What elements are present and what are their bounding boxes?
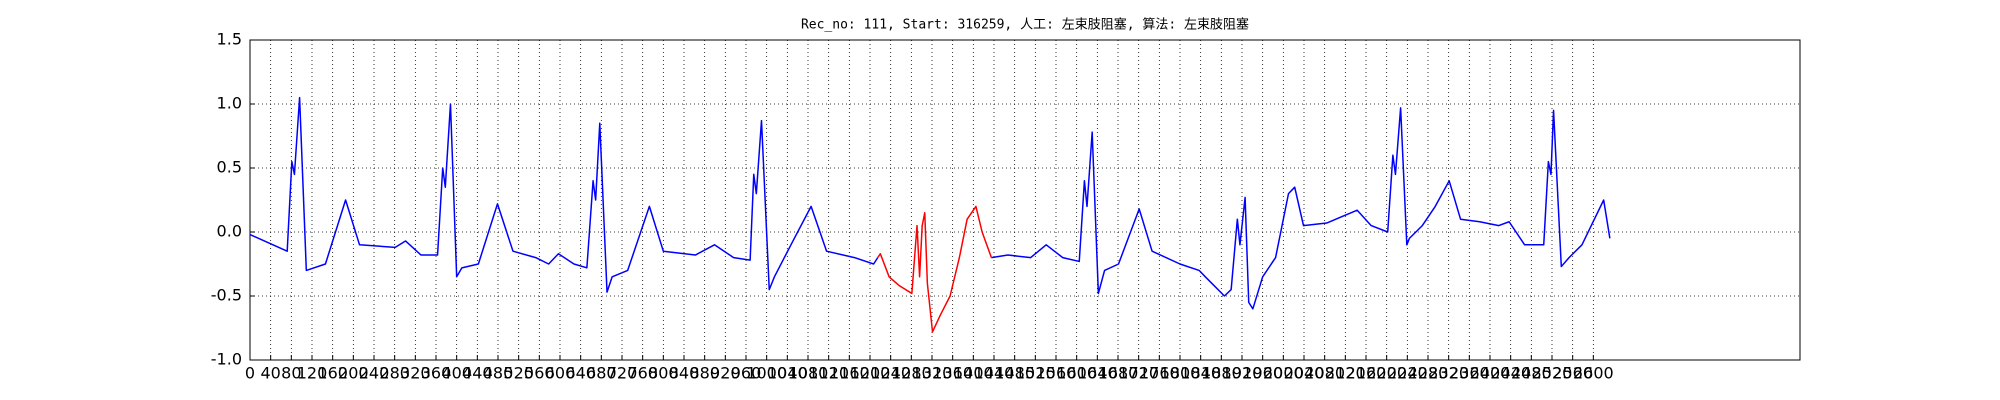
- x-tick-label: 1920: [1222, 364, 1263, 383]
- x-tick-label: 40: [260, 364, 280, 383]
- x-tick-label: 2600: [1573, 364, 1614, 383]
- x-tick-label: 2360: [1449, 364, 1490, 383]
- x-tick-label: 200: [338, 364, 369, 383]
- x-tick-label: 1240: [870, 364, 911, 383]
- ecg-line: [249, 96, 1611, 310]
- y-tick-label: -0.5: [211, 286, 242, 305]
- x-tick-label: 1840: [1180, 364, 1221, 383]
- x-tick-label: 880: [689, 364, 720, 383]
- x-tick-label: 1120: [808, 364, 849, 383]
- x-tick-label: 1160: [829, 364, 870, 383]
- y-tick-label: 1.0: [217, 94, 242, 113]
- x-tick-label: 2160: [1346, 364, 1387, 383]
- y-tick-label: 0.5: [217, 158, 242, 177]
- x-tick-label: 640: [565, 364, 596, 383]
- x-tick-label: 280: [379, 364, 410, 383]
- x-tick-label: 2280: [1408, 364, 1449, 383]
- x-tick-label: 1720: [1118, 364, 1159, 383]
- x-tick-label: 560: [524, 364, 555, 383]
- x-tick-label: 80: [281, 364, 301, 383]
- x-tick-label: 2400: [1470, 364, 1511, 383]
- x-tick-label: 2480: [1511, 364, 1552, 383]
- chart-title: Rec_no: 111, Start: 316259, 人工: 左束肢阻塞, 算…: [801, 17, 1249, 33]
- ecg-line: [877, 205, 993, 333]
- x-tick-label: 2040: [1284, 364, 1325, 383]
- y-tick-label: 1.5: [217, 30, 242, 49]
- x-tick-label: 1080: [788, 364, 829, 383]
- x-tick-label: 840: [669, 364, 700, 383]
- x-tick-label: 120: [297, 364, 328, 383]
- x-tick-label: 1640: [1077, 364, 1118, 383]
- x-tick-label: 1480: [994, 364, 1035, 383]
- x-tick-label: 1400: [953, 364, 994, 383]
- x-tick-label: 920: [710, 364, 741, 383]
- x-tick-label: 2120: [1325, 364, 1366, 383]
- x-tick-label: 600: [545, 364, 576, 383]
- y-tick-label: -1.0: [211, 350, 242, 369]
- x-tick-label: 1360: [932, 364, 973, 383]
- x-tick-label: 400: [441, 364, 472, 383]
- x-tick-label: 320: [400, 364, 431, 383]
- plot-frame: [249, 39, 1801, 361]
- x-tick-label: 1040: [767, 364, 808, 383]
- x-tick-label: 1960: [1242, 364, 1283, 383]
- x-tick-label: 960: [731, 364, 762, 383]
- x-tick-label: 2440: [1490, 364, 1531, 383]
- x-tick-label: 680: [586, 364, 617, 383]
- x-tick-label: 1000: [746, 364, 787, 383]
- x-tick-label: 520: [503, 364, 534, 383]
- x-tick-label: 440: [462, 364, 493, 383]
- x-tick-label: 2240: [1387, 364, 1428, 383]
- x-tick-label: 1880: [1201, 364, 1242, 383]
- x-tick-label: 1680: [1098, 364, 1139, 383]
- x-tick-label: 360: [421, 364, 452, 383]
- x-tick-label: 2080: [1304, 364, 1345, 383]
- x-tick-label: 720: [607, 364, 638, 383]
- x-tick-label: 760: [627, 364, 658, 383]
- x-tick-label: 1520: [1015, 364, 1056, 383]
- x-tick-label: 2520: [1532, 364, 1573, 383]
- x-tick-label: 1560: [1036, 364, 1077, 383]
- x-tick-label: 1800: [1160, 364, 1201, 383]
- x-tick-label: 160: [317, 364, 348, 383]
- x-tick-label: 1440: [974, 364, 1015, 383]
- x-tick-label: 240: [359, 364, 390, 383]
- x-tick-label: 2200: [1366, 364, 1407, 383]
- y-tick-label: 0.0: [217, 222, 242, 241]
- x-tick-label: 2320: [1428, 364, 1469, 383]
- x-tick-label: 0: [245, 364, 255, 383]
- x-tick-label: 1600: [1056, 364, 1097, 383]
- x-tick-label: 1760: [1139, 364, 1180, 383]
- x-tick-label: 1200: [850, 364, 891, 383]
- x-tick-label: 2000: [1263, 364, 1304, 383]
- x-tick-label: 1320: [912, 364, 953, 383]
- x-tick-label: 800: [648, 364, 679, 383]
- x-tick-label: 1280: [891, 364, 932, 383]
- x-tick-label: 2560: [1552, 364, 1593, 383]
- x-tick-label: 480: [483, 364, 514, 383]
